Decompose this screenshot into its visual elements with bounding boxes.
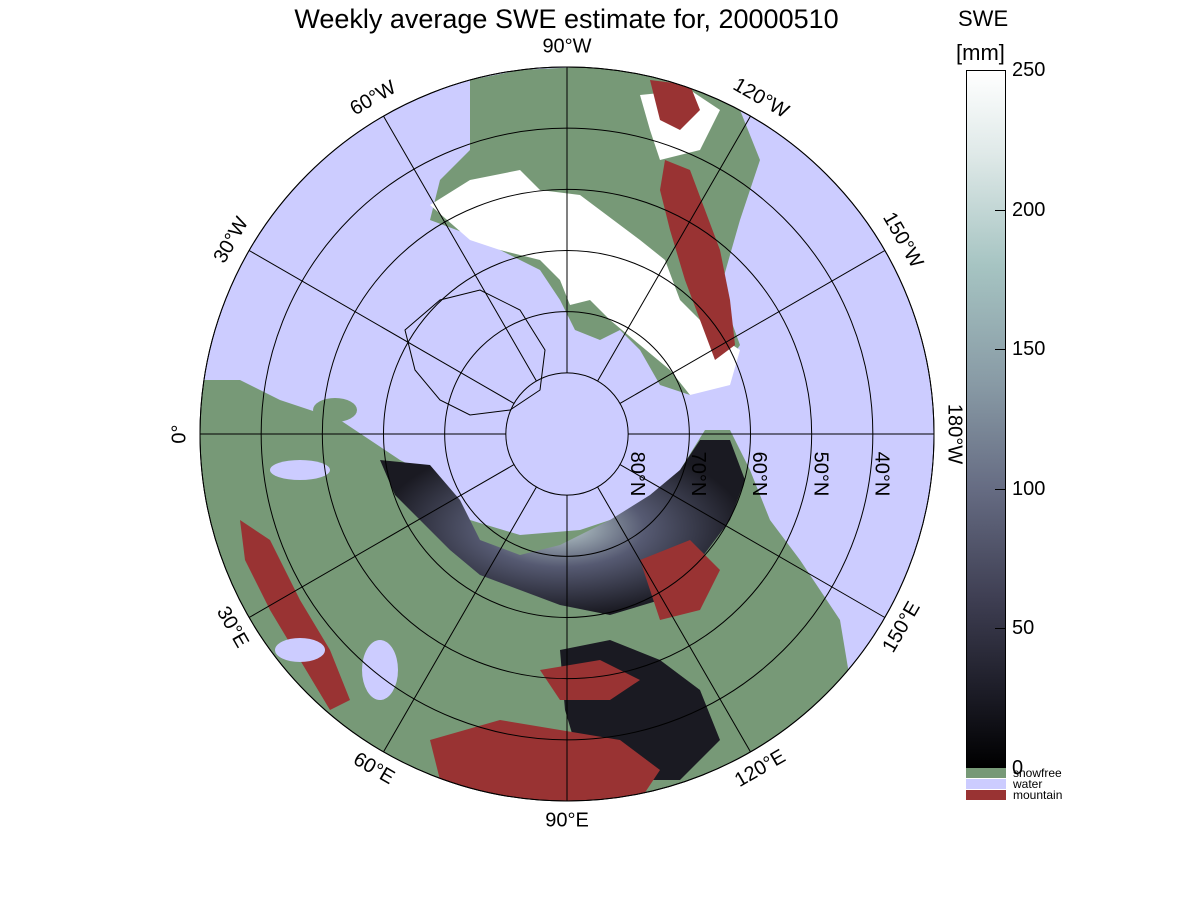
longitude-label: 0° <box>168 424 190 443</box>
colorbar-tick-mark <box>995 488 1005 490</box>
alaska-mountain <box>650 80 700 130</box>
longitude-label: 90°W <box>542 35 591 57</box>
colorbar-unit: [mm] <box>956 40 1005 65</box>
latitude-label: 40°N <box>871 452 893 497</box>
latitude-label: 60°N <box>748 452 770 497</box>
map-boundary <box>199 66 935 802</box>
longitude-lines <box>200 67 934 801</box>
colorbar-tick-mark <box>995 628 1005 630</box>
longitude-line <box>248 464 515 618</box>
central-asia-mountain <box>540 660 640 700</box>
longitude-line <box>248 250 515 404</box>
baltic-sea <box>270 460 330 480</box>
europe-mountain <box>240 520 350 710</box>
colorbar-tick-label: 0 <box>1012 757 1024 779</box>
legend-label-snowfree: snowfree <box>1013 766 1062 780</box>
legend-swatch-mountain <box>966 790 1006 800</box>
legend-label-water: water <box>1013 777 1043 791</box>
longitude-line <box>619 250 886 404</box>
longitude-line <box>619 464 886 618</box>
north-america-snow <box>430 170 740 395</box>
longitude-line <box>383 486 537 753</box>
legend-swatch-water <box>966 779 1006 789</box>
longitude-line <box>383 115 537 382</box>
map-title: Weekly average SWE estimate for, 2000051… <box>294 4 839 34</box>
tibet-mountain <box>430 720 660 801</box>
legend-label-mountain: mountain <box>1013 788 1063 802</box>
colorbar-tick-mark <box>995 349 1005 351</box>
longitude-line <box>597 115 751 382</box>
longitude-label: 90°E <box>545 809 589 831</box>
legend-swatch-snowfree <box>966 768 1006 778</box>
black-sea <box>275 638 325 662</box>
latitude-label: 50°N <box>809 452 831 497</box>
colorbar-gradient <box>966 70 1006 768</box>
colorbar-tick-mark <box>995 209 1005 211</box>
colorbar-tick-label: 50 <box>1012 617 1035 640</box>
colorbar-tick-mark <box>995 70 1005 71</box>
colorbar-tick-label: 200 <box>1012 198 1046 221</box>
colorbar-tick-label: 250 <box>1012 59 1046 81</box>
caspian-sea <box>362 640 398 700</box>
longitude-label: 180°W <box>944 404 966 464</box>
longitude-line <box>597 486 751 753</box>
latitude-label: 70°N <box>687 452 709 497</box>
latitude-label: 80°N <box>626 452 648 497</box>
colorbar-tick-label: 100 <box>1012 477 1046 500</box>
colorbar-title: SWE <box>958 6 1009 31</box>
scandinavia-island <box>313 398 357 422</box>
greenland-outline <box>404 289 546 416</box>
rockies-mountain <box>660 160 735 360</box>
colorbar-tick-label: 150 <box>1012 338 1046 361</box>
